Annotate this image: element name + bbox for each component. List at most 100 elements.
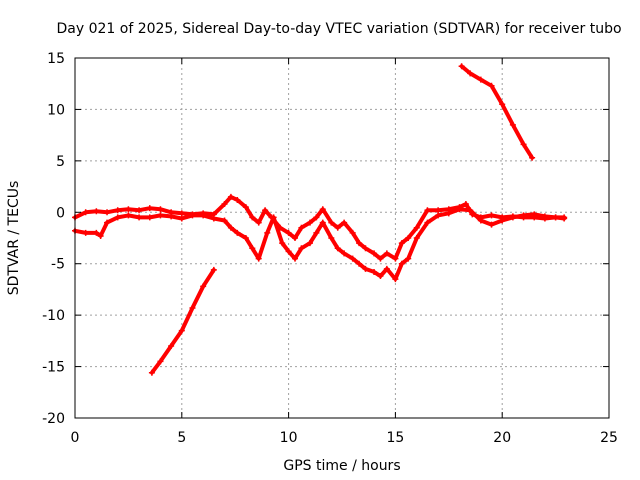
data-point-marker <box>200 283 207 290</box>
data-point-marker <box>279 240 286 247</box>
data-point-marker <box>292 235 299 241</box>
data-point-marker <box>242 204 249 211</box>
data-point-marker <box>356 240 363 247</box>
x-tick-label: 5 <box>177 430 186 446</box>
data-point-marker <box>227 193 234 200</box>
data-point-marker <box>157 206 164 213</box>
series-rising-arc-bottom-left <box>148 266 217 376</box>
data-point-marker <box>262 207 269 214</box>
data-point-marker <box>341 219 348 226</box>
plot-frame <box>74 57 610 419</box>
x-tick-label: 15 <box>386 430 404 446</box>
data-point-marker <box>520 141 527 148</box>
data-point-marker <box>255 219 262 226</box>
data-point-marker <box>356 260 363 267</box>
data-point-marker <box>392 276 399 283</box>
data-point-marker <box>405 255 412 262</box>
data-point-marker <box>561 214 568 221</box>
data-point-marker <box>462 201 469 208</box>
data-point-marker <box>383 265 390 272</box>
data-point-marker <box>456 206 463 213</box>
series-line <box>149 267 216 375</box>
data-point-marker <box>319 219 326 226</box>
data-point-marker <box>306 219 313 226</box>
data-point-marker <box>477 76 484 83</box>
data-point-marker <box>178 215 185 222</box>
data-point-marker <box>114 214 121 221</box>
data-point-marker <box>509 121 516 128</box>
series-main-band-lower <box>72 206 568 283</box>
data-point-marker <box>445 210 452 217</box>
chart-title: Day 021 of 2025, Sidereal Day-to-day VTE… <box>56 21 621 37</box>
axis-ticks: 0 5 10 15 20 25 -20 -15 -10 -5 0 5 10 15 <box>42 51 618 446</box>
data-point-marker <box>114 207 121 214</box>
data-point-marker <box>104 219 111 226</box>
data-point-marker <box>328 219 335 226</box>
data-point-marker <box>249 214 256 221</box>
data-point-marker <box>499 217 506 224</box>
data-point-marker <box>398 240 405 247</box>
data-point-marker <box>146 214 153 221</box>
y-tick-label: 0 <box>56 205 65 221</box>
data-point-marker <box>334 245 341 252</box>
x-tick-label: 25 <box>600 430 618 446</box>
data-point-marker <box>93 229 100 236</box>
data-point-marker <box>313 214 320 221</box>
data-point-marker <box>371 268 378 275</box>
y-tick-label: 5 <box>56 154 65 170</box>
data-series <box>72 63 568 376</box>
data-point-marker <box>157 358 164 365</box>
data-point-marker <box>377 255 384 262</box>
data-point-marker <box>313 229 320 236</box>
x-tick-label: 0 <box>71 430 80 446</box>
data-point-marker <box>349 229 356 236</box>
data-point-marker <box>458 63 465 70</box>
data-point-marker <box>221 201 228 208</box>
data-point-marker <box>488 221 495 228</box>
data-point-marker <box>136 207 143 214</box>
data-point-marker <box>531 211 538 218</box>
data-point-marker <box>148 369 155 376</box>
data-point-marker <box>82 209 89 216</box>
data-point-marker <box>319 206 326 213</box>
data-point-marker <box>552 214 559 221</box>
data-point-marker <box>178 210 185 217</box>
x-tick-label: 10 <box>280 430 298 446</box>
data-point-marker <box>298 224 305 231</box>
data-point-marker <box>424 219 431 226</box>
data-point-marker <box>383 250 390 257</box>
data-point-marker <box>234 196 241 203</box>
data-point-marker <box>82 229 89 236</box>
y-tick-label: -10 <box>42 308 65 324</box>
data-point-marker <box>249 245 256 252</box>
y-tick-label: 15 <box>47 51 65 67</box>
data-point-marker <box>349 255 356 262</box>
data-point-marker <box>168 213 175 220</box>
data-point-marker <box>285 229 292 236</box>
data-point-marker <box>488 82 495 89</box>
data-point-marker <box>270 214 277 221</box>
data-point-marker <box>210 215 217 222</box>
data-point-marker <box>467 207 474 214</box>
data-point-marker <box>509 214 516 221</box>
data-point-marker <box>97 232 104 239</box>
data-point-marker <box>168 343 175 349</box>
y-tick-label: -15 <box>42 360 65 376</box>
data-point-marker <box>298 245 305 252</box>
data-point-marker <box>392 255 399 262</box>
data-point-marker <box>292 255 299 262</box>
grid-lines <box>75 58 609 418</box>
data-point-marker <box>371 250 378 257</box>
data-point-marker <box>221 217 228 224</box>
data-point-marker <box>234 229 241 236</box>
y-tick-label: -5 <box>51 257 65 273</box>
data-point-marker <box>306 240 313 247</box>
data-point-marker <box>529 154 536 161</box>
data-point-marker <box>178 327 185 334</box>
data-point-marker <box>488 212 495 219</box>
series-line <box>73 207 567 282</box>
data-point-marker <box>227 224 234 231</box>
data-point-marker <box>210 266 217 273</box>
data-point-marker <box>125 206 132 213</box>
